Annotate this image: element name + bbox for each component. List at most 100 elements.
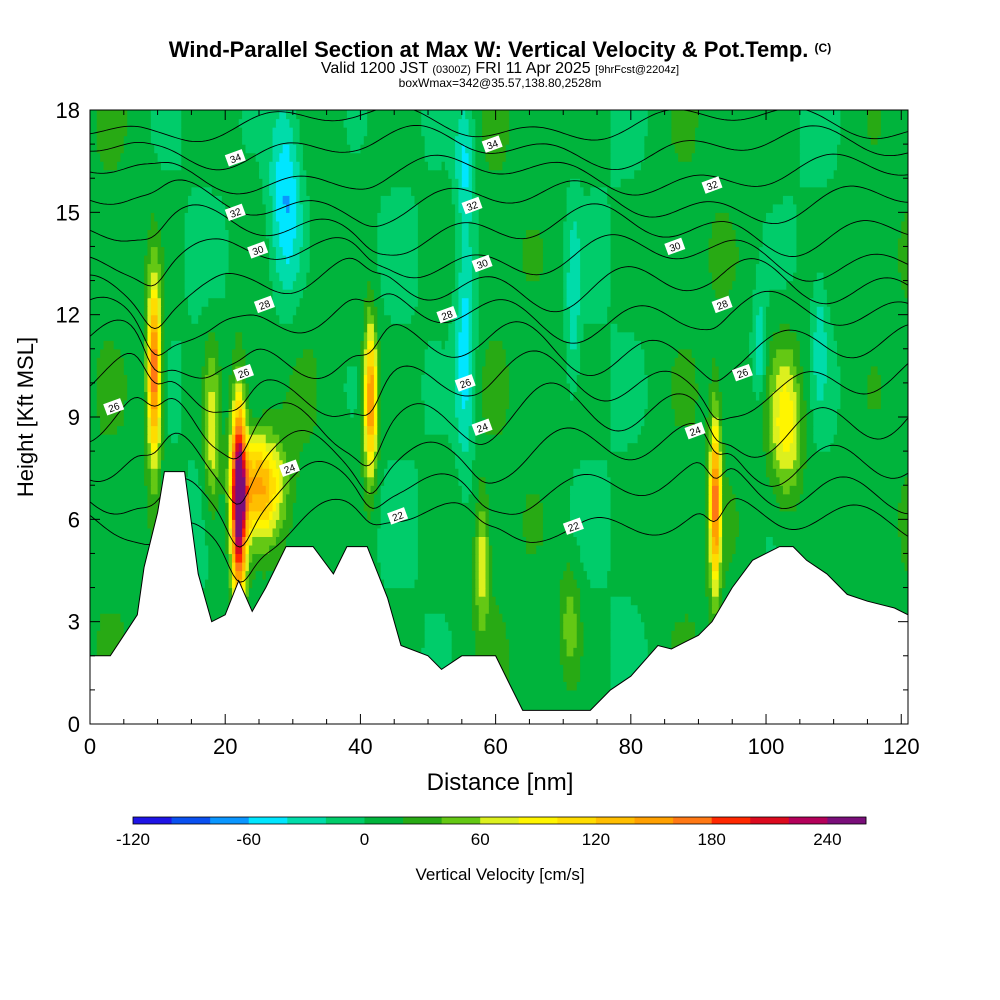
x-axis-label: Distance [nm] [427, 769, 574, 796]
velocity-cell [417, 212, 456, 222]
velocity-cell [542, 246, 564, 256]
velocity-cell [204, 519, 226, 529]
velocity-cell [306, 178, 453, 188]
velocity-cell [177, 434, 203, 444]
velocity-cell [286, 544, 378, 555]
velocity-cell [248, 485, 267, 495]
velocity-cell [302, 144, 351, 154]
velocity-cell [455, 348, 460, 358]
velocity-cell [90, 459, 145, 469]
velocity-cell [671, 391, 700, 401]
velocity-cell [282, 493, 287, 503]
velocity-cell [299, 195, 311, 205]
velocity-cell [559, 579, 578, 589]
velocity-cell [610, 647, 649, 657]
velocity-cell [204, 399, 209, 410]
velocity-cell [377, 212, 419, 222]
velocity-cell [191, 186, 213, 196]
isentrope-label: 24 [684, 421, 706, 440]
velocity-cell [837, 161, 908, 171]
velocity-cell [228, 425, 233, 435]
velocity-cell [292, 169, 301, 179]
velocity-cell [762, 348, 767, 358]
velocity-cell [269, 186, 277, 196]
velocity-cell [90, 237, 149, 248]
velocity-cell [735, 544, 767, 555]
velocity-cell [242, 425, 247, 435]
velocity-cell [542, 519, 574, 529]
velocity-cell [826, 357, 838, 367]
velocity-cell [225, 425, 230, 435]
velocity-cell [302, 152, 426, 162]
velocity-cell [167, 399, 182, 410]
velocity-cell [475, 178, 571, 188]
velocity-cell [272, 144, 284, 154]
velocity-cell [377, 229, 419, 239]
velocity-cell [228, 468, 233, 478]
velocity-cell [90, 118, 98, 128]
velocity-cell [468, 178, 473, 188]
velocity-cell [471, 544, 476, 555]
velocity-cell [580, 348, 612, 358]
velocity-cell [691, 348, 750, 358]
colorbar-swatch [133, 817, 172, 824]
velocity-cell [779, 391, 791, 401]
velocity-cell [346, 374, 358, 384]
velocity-cell [245, 536, 250, 546]
velocity-cell [705, 476, 710, 486]
velocity-cell [796, 442, 801, 452]
velocity-cell [803, 476, 906, 486]
svg-text:30: 30 [476, 258, 491, 272]
velocity-cell [793, 399, 798, 410]
velocity-cell [509, 118, 612, 128]
velocity-cell [248, 536, 253, 546]
velocity-cell [471, 212, 480, 222]
velocity-cell [478, 331, 564, 341]
velocity-cell [235, 331, 243, 341]
velocity-cell [840, 382, 869, 393]
velocity-cell [708, 459, 713, 469]
x-tick-label: 80 [619, 734, 643, 759]
velocity-cell [762, 425, 771, 435]
velocity-cell [90, 246, 149, 256]
velocity-cell [150, 425, 159, 435]
velocity-cell [559, 630, 564, 640]
velocity-cell [160, 399, 165, 410]
velocity-cell [309, 434, 362, 444]
velocity-cell [644, 365, 672, 375]
velocity-cell [478, 579, 487, 589]
velocity-cell [302, 289, 368, 299]
velocity-cell [478, 246, 524, 256]
velocity-cell [265, 220, 274, 230]
velocity-cell [610, 169, 635, 179]
velocity-cell [201, 434, 206, 444]
velocity-cell [793, 272, 818, 282]
velocity-cell [289, 527, 378, 537]
velocity-cell [793, 425, 798, 435]
y-tick-label: 15 [56, 200, 80, 225]
velocity-cell [505, 408, 612, 418]
velocity-cell [147, 365, 152, 375]
velocity-cell [471, 621, 480, 631]
velocity-cell [309, 212, 378, 222]
velocity-cell [455, 135, 473, 145]
velocity-cell [904, 212, 908, 222]
velocity-cell [644, 348, 679, 358]
velocity-cell [471, 596, 476, 606]
velocity-cell [563, 263, 571, 273]
velocity-cell [160, 408, 165, 418]
velocity-cell [225, 289, 274, 299]
velocity-cell [509, 374, 568, 384]
velocity-cell [451, 314, 456, 324]
velocity-cell [610, 237, 710, 248]
velocity-cell [833, 169, 908, 179]
velocity-cell [796, 246, 899, 256]
velocity-cell [610, 527, 706, 537]
colorbar-tick-label: -60 [236, 830, 261, 849]
velocity-cell [164, 297, 189, 307]
velocity-cell [509, 110, 612, 120]
velocity-cell [279, 229, 297, 239]
velocity-cell [509, 382, 571, 393]
velocity-cell [370, 374, 375, 384]
velocity-cell [164, 425, 169, 435]
